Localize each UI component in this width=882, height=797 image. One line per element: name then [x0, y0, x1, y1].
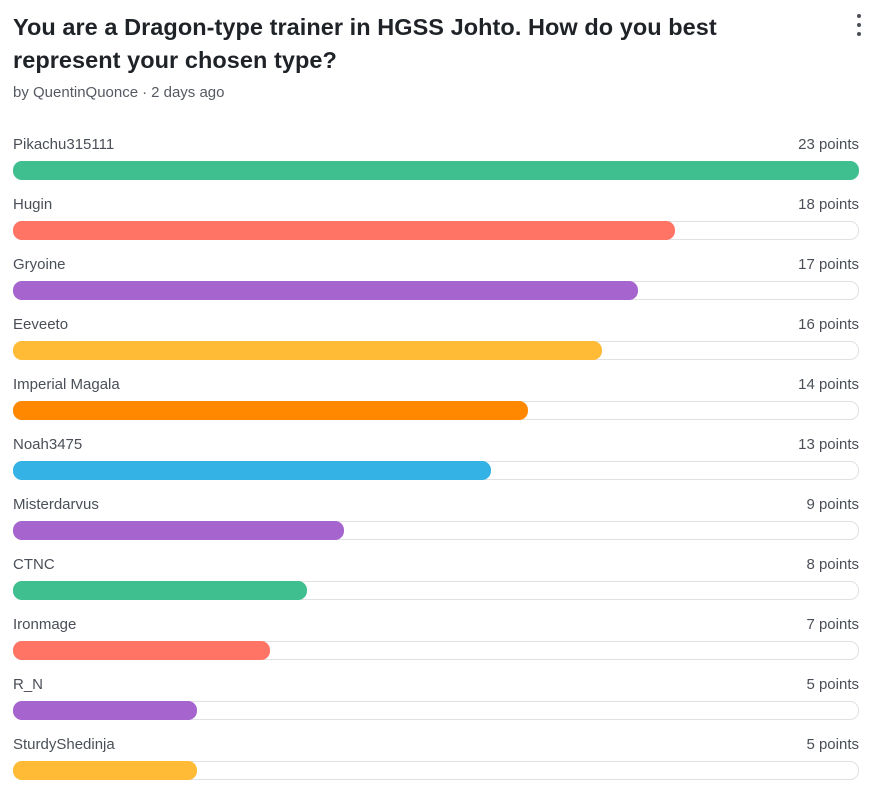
result-bar-fill: [13, 701, 197, 720]
poll-option[interactable]: Gryoine 17 points: [13, 252, 859, 312]
result-bar-track: [13, 701, 859, 720]
poll-author[interactable]: by QuentinQuonce: [13, 84, 139, 101]
result-bar-track: [13, 641, 859, 660]
result-bar-track: [13, 521, 859, 540]
option-points: 5 points: [806, 676, 859, 693]
byline-separator: ·: [142, 84, 148, 101]
result-bar-track: [13, 461, 859, 480]
result-bar-fill: [13, 161, 859, 180]
option-name: CTNC: [13, 556, 55, 573]
result-bar-fill: [13, 461, 491, 480]
poll-option[interactable]: Imperial Magala 14 points: [13, 372, 859, 432]
result-bar-track: [13, 401, 859, 420]
option-points: 5 points: [806, 736, 859, 753]
poll-option[interactable]: Pikachu315111 23 points: [13, 132, 859, 192]
more-vertical-icon[interactable]: [853, 14, 865, 36]
poll-timestamp: 2 days ago: [151, 84, 225, 101]
poll-option[interactable]: Eeveeto 16 points: [13, 312, 859, 372]
option-points: 17 points: [798, 256, 859, 273]
poll-header: You are a Dragon-type trainer in HGSS Jo…: [13, 0, 861, 103]
poll-option[interactable]: Noah3475 13 points: [13, 432, 859, 492]
result-bar-fill: [13, 281, 638, 300]
option-name: Eeveeto: [13, 316, 69, 333]
option-name: Noah3475: [13, 436, 83, 453]
option-points: 9 points: [806, 496, 859, 513]
option-name: Ironmage: [13, 616, 77, 633]
poll-byline: by QuentinQuonce · 2 days ago: [13, 83, 859, 103]
poll-option[interactable]: Misterdarvus 9 points: [13, 492, 859, 552]
result-bar-fill: [13, 761, 197, 780]
option-name: Hugin: [13, 196, 53, 213]
option-points: 13 points: [798, 436, 859, 453]
option-points: 14 points: [798, 376, 859, 393]
result-bar-fill: [13, 641, 270, 660]
option-name: R_N: [13, 676, 44, 693]
result-bar-track: [13, 341, 859, 360]
option-points: 16 points: [798, 316, 859, 333]
option-points: 18 points: [798, 196, 859, 213]
poll-option[interactable]: CTNC 8 points: [13, 552, 859, 612]
poll-option[interactable]: Hugin 18 points: [13, 192, 859, 252]
poll-card: You are a Dragon-type trainer in HGSS Jo…: [13, 0, 861, 780]
option-points: 23 points: [798, 136, 859, 153]
option-name: Misterdarvus: [13, 496, 99, 513]
option-name: Pikachu315111: [13, 136, 115, 153]
result-bar-fill: [13, 221, 675, 240]
result-bar-track: [13, 581, 859, 600]
result-bar-track: [13, 161, 859, 180]
option-name: Gryoine: [13, 256, 66, 273]
poll-option[interactable]: R_N 5 points: [13, 672, 859, 732]
poll-options: Pikachu315111 23 points Hugin 18 points …: [13, 132, 859, 792]
result-bar-track: [13, 761, 859, 780]
poll-title: You are a Dragon-type trainer in HGSS Jo…: [13, 14, 717, 73]
option-name: SturdyShedinja: [13, 736, 115, 753]
poll-option[interactable]: Ironmage 7 points: [13, 612, 859, 672]
result-bar-track: [13, 221, 859, 240]
result-bar-track: [13, 281, 859, 300]
result-bar-fill: [13, 581, 307, 600]
option-points: 8 points: [806, 556, 859, 573]
option-points: 7 points: [806, 616, 859, 633]
poll-option[interactable]: SturdyShedinja 5 points: [13, 732, 859, 792]
option-name: Imperial Magala: [13, 376, 120, 393]
result-bar-fill: [13, 401, 528, 420]
result-bar-fill: [13, 341, 602, 360]
result-bar-fill: [13, 521, 344, 540]
